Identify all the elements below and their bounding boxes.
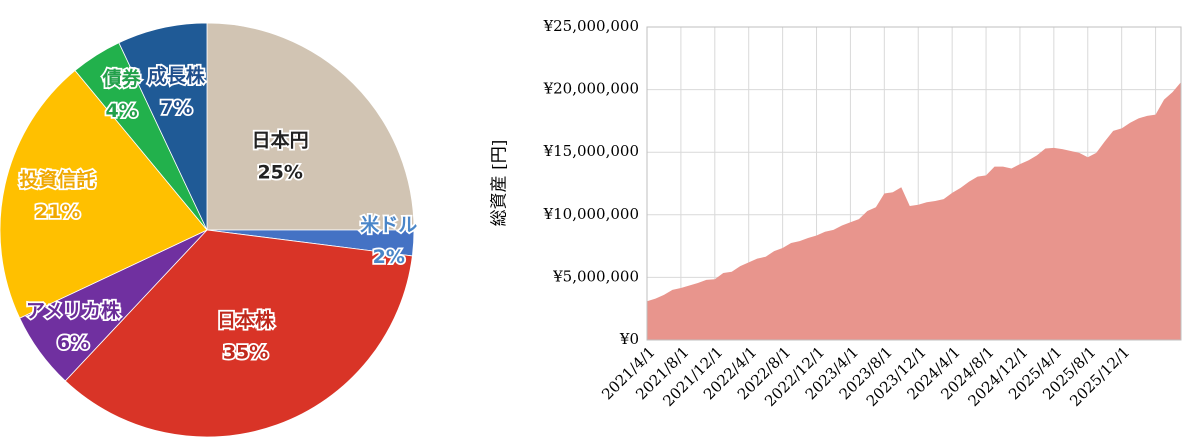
y-tick-label: ¥20,000,000 (543, 80, 639, 98)
pie-slice-name: 債券 (102, 67, 142, 90)
pie-slice-percent: 35% (223, 342, 268, 364)
pie-slice-name: 成長株 (148, 64, 206, 87)
y-tick-label: ¥25,000,000 (543, 17, 639, 35)
y-axis-title: 総資産 [円] (490, 140, 510, 227)
pie-slice (118, 22, 208, 231)
pie-slice (0, 69, 208, 319)
pie-slice-percent: 7% (160, 97, 192, 119)
y-tick-label: ¥15,000,000 (543, 142, 639, 160)
pie-slice (64, 229, 413, 438)
pie-slice-percent: 25% (257, 161, 302, 183)
pie-slice-name: 投資信託 (20, 168, 96, 191)
pie-slice-name: 日本円 (252, 128, 309, 151)
pie-slice-name: 日本株 (217, 309, 275, 332)
y-tick-label: ¥10,000,000 (543, 205, 639, 223)
pie-slice-percent: 2% (373, 246, 405, 268)
pie-slice-name: アメリカ株 (26, 299, 121, 322)
y-tick-label: ¥5,000,000 (552, 267, 639, 285)
pie-slice-percent: 6% (57, 332, 89, 354)
pie-slice (206, 22, 415, 231)
total-assets-area-chart: ¥0 ¥5,000,000 ¥10,000,000 ¥15,000,000 ¥20,00… (490, 17, 1182, 410)
plot-border (646, 26, 1182, 341)
pie-slice-percent: 4% (105, 100, 137, 122)
y-tick-label: ¥0 (619, 330, 639, 348)
allocation-pie-chart: 日本円 25% 米ドル 2% 日本株 35% アメリカ株 6% 投資信託 21% 債券 4% 成長株 7% (0, 22, 419, 438)
pie-slice-name: 米ドル (360, 213, 417, 236)
pie-slice-percent: 21% (35, 201, 80, 223)
total-assets-area (647, 82, 1181, 340)
